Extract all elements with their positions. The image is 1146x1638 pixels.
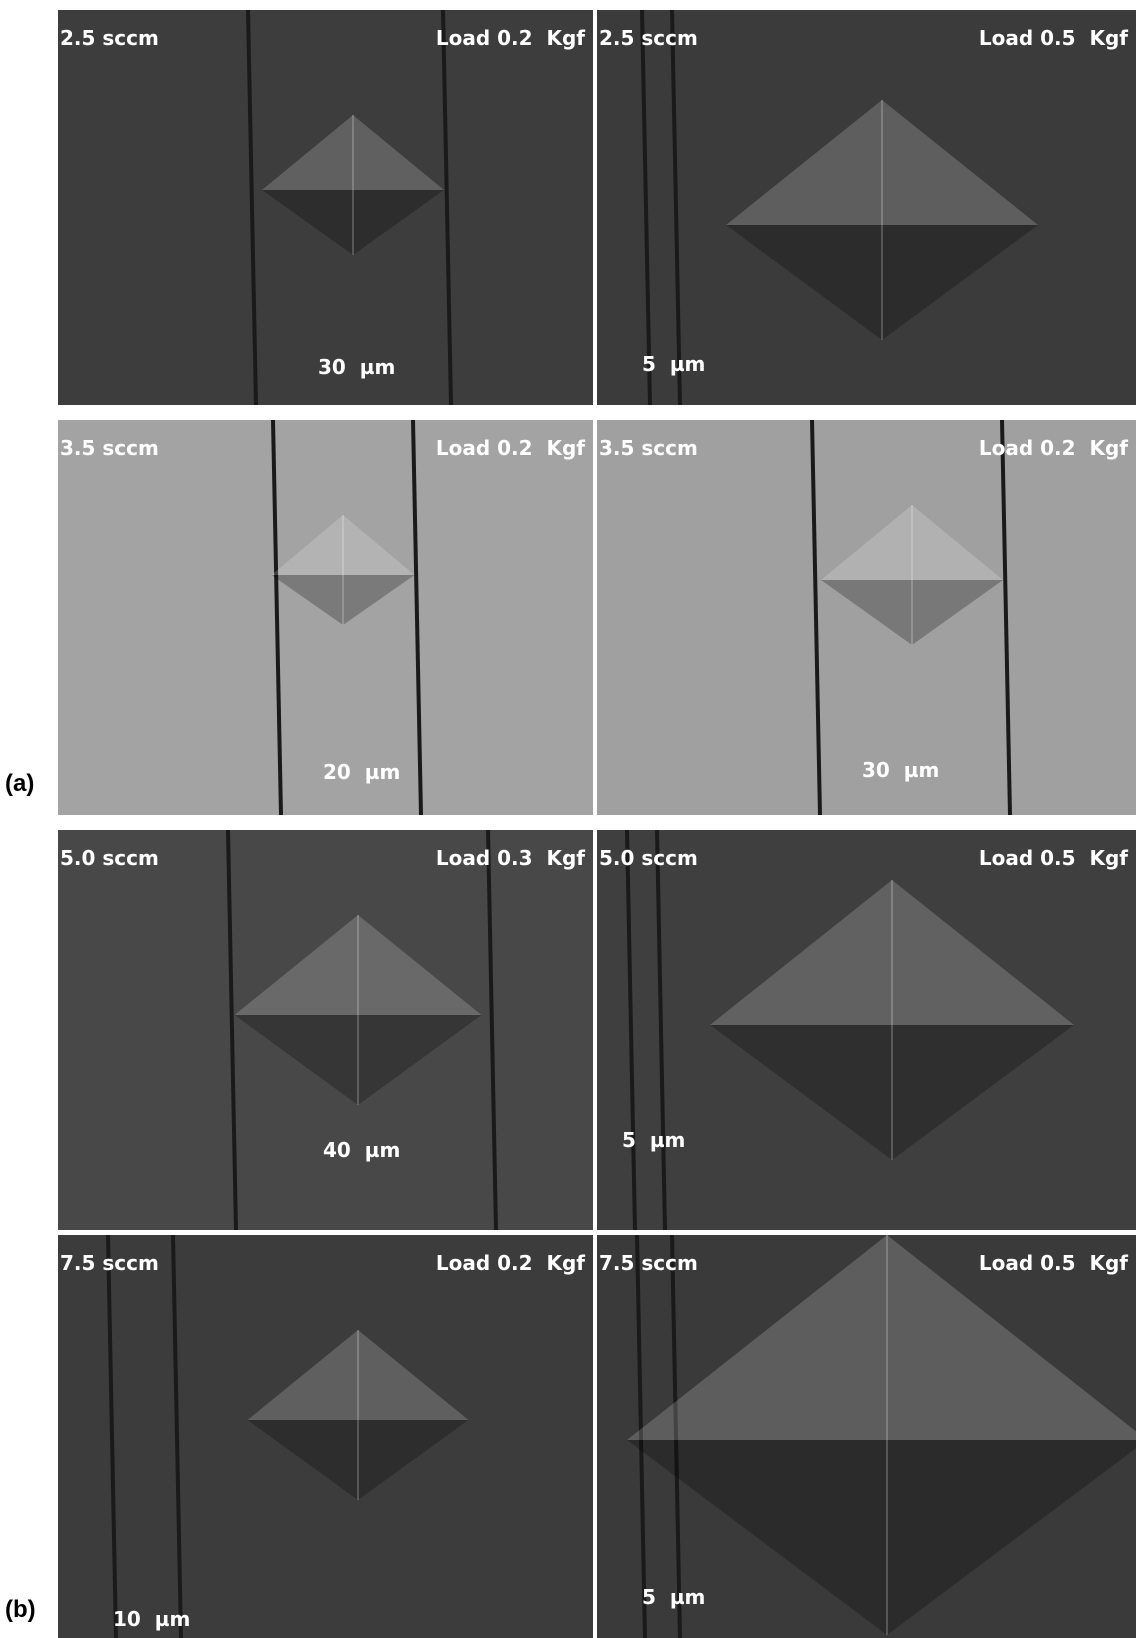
micrograph: 2.5 sccm Load 0.2 Kgf 30 µm (58, 10, 593, 405)
stripe-edge (1002, 420, 1010, 815)
micrograph: 3.5 sccm Load 0.2 Kgf 20 µm (58, 420, 593, 815)
stripe-edge (812, 420, 820, 815)
load-label: Load 0.5 Kgf (979, 1251, 1128, 1275)
load-label: Load 0.2 Kgf (436, 1251, 585, 1275)
stripe-edge (627, 830, 635, 1230)
micrograph: 3.5 sccm Load 0.2 Kgf 30 µm (597, 420, 1136, 815)
load-label: Load 0.2 Kgf (436, 436, 585, 460)
scale-label: 5 µm (642, 1585, 705, 1609)
micrograph-image (58, 10, 593, 405)
load-label: Load 0.2 Kgf (979, 436, 1128, 460)
stripe-edge (248, 10, 256, 405)
micrograph-image (597, 420, 1136, 815)
micrograph: 2.5 sccm Load 0.5 Kgf 5 µm (597, 10, 1136, 405)
load-label: Load 0.3 Kgf (436, 846, 585, 870)
micrograph-image (58, 830, 593, 1230)
panel-label: (b) (5, 1596, 36, 1624)
sccm-label: 3.5 sccm (60, 436, 159, 460)
micrograph-image (58, 420, 593, 815)
scale-label: 10 µm (113, 1607, 190, 1631)
scale-label: 5 µm (622, 1128, 685, 1152)
sccm-label: 7.5 sccm (60, 1251, 159, 1275)
sccm-label: 3.5 sccm (599, 436, 698, 460)
micrograph-image (597, 830, 1136, 1230)
stripe-edge (488, 830, 496, 1230)
micrograph: 5.0 sccm Load 0.3 Kgf 40 µm (58, 830, 593, 1230)
sccm-label: 5.0 sccm (60, 846, 159, 870)
micrograph-image (597, 1235, 1136, 1638)
scale-label: 40 µm (323, 1138, 400, 1162)
sccm-label: 7.5 sccm (599, 1251, 698, 1275)
micrograph-image (58, 1235, 593, 1638)
scale-label: 5 µm (642, 352, 705, 376)
stripe-edge (672, 10, 680, 405)
stripe-edge (657, 830, 665, 1230)
micrograph-image (597, 10, 1136, 405)
micrograph: 7.5 sccm Load 0.2 Kgf 10 µm (58, 1235, 593, 1638)
load-label: Load 0.5 Kgf (979, 26, 1128, 50)
stripe-edge (413, 420, 421, 815)
sccm-label: 2.5 sccm (599, 26, 698, 50)
micrograph: 5.0 sccm Load 0.5 Kgf 5 µm (597, 830, 1136, 1230)
sccm-label: 2.5 sccm (60, 26, 159, 50)
stripe-edge (108, 1235, 116, 1638)
panel-label: (a) (5, 770, 34, 798)
scale-label: 20 µm (323, 760, 400, 784)
load-label: Load 0.2 Kgf (436, 26, 585, 50)
sccm-label: 5.0 sccm (599, 846, 698, 870)
stripe-edge (273, 420, 281, 815)
load-label: Load 0.5 Kgf (979, 846, 1128, 870)
stripe-edge (228, 830, 236, 1230)
scale-label: 30 µm (862, 758, 939, 782)
micrograph: 7.5 sccm Load 0.5 Kgf 5 µm (597, 1235, 1136, 1638)
stripe-edge (443, 10, 451, 405)
stripe-edge (173, 1235, 181, 1638)
stripe-edge (642, 10, 650, 405)
figure: (a) 2.5 sccm Load 0.2 Kgf 30 µm 2.5 sccm Load… (0, 0, 1146, 1638)
scale-label: 30 µm (318, 355, 395, 379)
